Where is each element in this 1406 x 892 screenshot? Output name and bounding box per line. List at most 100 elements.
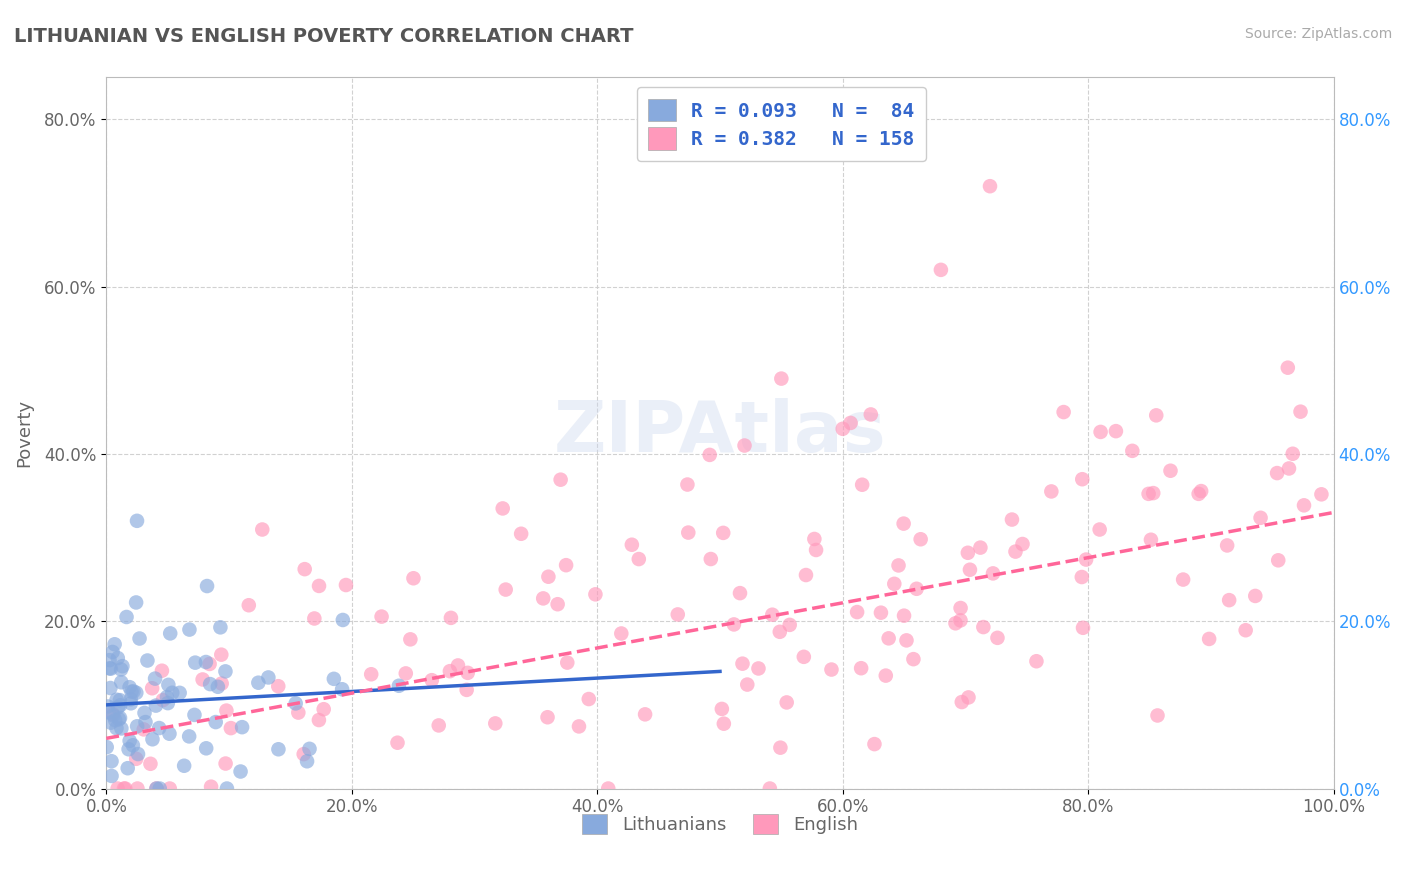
English	[1088, 523, 1111, 537]
English	[846, 605, 869, 619]
Lithuanians	[247, 675, 270, 690]
English	[723, 617, 745, 632]
English	[666, 607, 689, 622]
English	[370, 609, 392, 624]
Lithuanians	[330, 682, 353, 697]
English	[1310, 487, 1333, 501]
Lithuanians	[127, 719, 149, 733]
English	[238, 599, 260, 613]
English	[877, 632, 900, 646]
Lithuanians	[110, 675, 132, 690]
English	[399, 632, 422, 647]
English	[292, 747, 315, 761]
English	[793, 649, 815, 664]
Lithuanians	[117, 761, 139, 775]
Lithuanians	[110, 722, 132, 736]
Text: Source: ZipAtlas.com: Source: ZipAtlas.com	[1244, 27, 1392, 41]
English	[794, 568, 817, 582]
English	[568, 719, 591, 733]
English	[252, 523, 274, 537]
English	[1218, 593, 1240, 607]
English	[1071, 472, 1094, 486]
Lithuanians	[214, 665, 236, 679]
English	[887, 558, 910, 573]
Lithuanians	[229, 764, 252, 779]
Lithuanians	[195, 741, 218, 756]
English	[101, 706, 124, 721]
Lithuanians	[322, 672, 344, 686]
English	[981, 566, 1004, 581]
English	[972, 620, 994, 634]
English	[803, 532, 825, 546]
Lithuanians	[100, 662, 122, 676]
English	[200, 780, 222, 794]
Lithuanians	[104, 637, 127, 651]
Lithuanians	[194, 655, 217, 669]
English	[550, 473, 572, 487]
English	[849, 661, 872, 675]
English	[107, 781, 129, 796]
English	[141, 681, 163, 696]
English	[387, 736, 409, 750]
Lithuanians	[179, 623, 201, 637]
English	[859, 408, 882, 422]
English	[1137, 487, 1160, 501]
English	[903, 652, 925, 666]
English	[831, 422, 853, 436]
Lithuanians	[149, 781, 172, 796]
English	[484, 716, 506, 731]
English	[678, 525, 700, 540]
Lithuanians	[195, 579, 218, 593]
English	[555, 656, 578, 670]
English	[779, 618, 801, 632]
Lithuanians	[96, 740, 118, 755]
English	[770, 371, 793, 385]
English	[287, 706, 309, 720]
English	[145, 781, 167, 796]
Lithuanians	[295, 754, 318, 768]
Lithuanians	[298, 741, 321, 756]
English	[1074, 552, 1097, 566]
English	[439, 664, 461, 678]
English	[1071, 621, 1094, 635]
English	[125, 752, 148, 766]
Lithuanians	[204, 715, 226, 730]
English	[395, 666, 418, 681]
Lithuanians	[184, 656, 207, 670]
English	[308, 579, 330, 593]
English	[267, 679, 290, 693]
English	[969, 541, 991, 555]
English	[1025, 654, 1047, 668]
English	[905, 582, 928, 596]
Lithuanians	[120, 696, 142, 710]
English	[211, 676, 233, 690]
Lithuanians	[117, 742, 139, 756]
English	[711, 525, 734, 540]
English	[759, 781, 782, 796]
English	[851, 477, 873, 491]
English	[492, 501, 515, 516]
Lithuanians	[98, 661, 121, 675]
Legend: Lithuanians, English: Lithuanians, English	[574, 805, 868, 844]
Lithuanians	[156, 690, 179, 705]
English	[312, 702, 335, 716]
Lithuanians	[134, 706, 156, 720]
Lithuanians	[105, 692, 128, 706]
English	[627, 552, 650, 566]
English	[710, 702, 733, 716]
Lithuanians	[198, 677, 221, 691]
English	[555, 558, 578, 573]
English	[956, 546, 979, 560]
Lithuanians	[97, 705, 120, 719]
English	[583, 587, 606, 601]
English	[495, 582, 517, 597]
English	[214, 756, 236, 771]
Lithuanians	[111, 659, 134, 673]
English	[620, 538, 643, 552]
English	[1234, 624, 1257, 638]
Lithuanians	[125, 686, 148, 700]
English	[949, 613, 972, 627]
English	[910, 533, 932, 547]
English	[1040, 484, 1063, 499]
Lithuanians	[125, 595, 148, 609]
